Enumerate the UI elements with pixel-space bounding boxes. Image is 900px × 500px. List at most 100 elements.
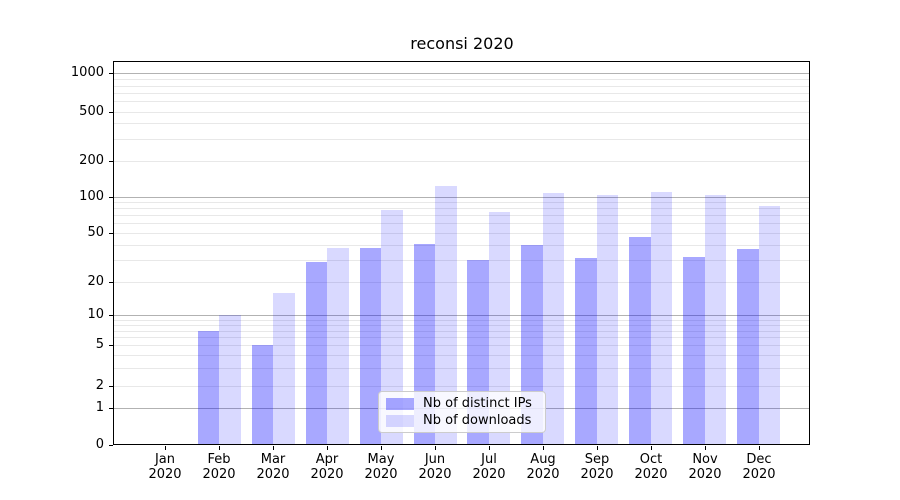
bar-downloads	[273, 292, 295, 445]
minor-gridline	[114, 368, 809, 369]
y-tick-mark	[109, 315, 113, 316]
x-tick-mark	[597, 446, 598, 450]
bar-distinct-ips	[575, 258, 597, 445]
major-gridline	[114, 197, 809, 198]
y-tick-label: 20	[87, 274, 104, 289]
x-tick-label: May 2020	[364, 452, 398, 482]
y-tick-mark	[109, 112, 113, 113]
minor-gridline	[114, 139, 809, 140]
y-tick-label: 200	[79, 153, 104, 168]
y-tick-mark	[109, 73, 113, 74]
legend-label-distinct-ips: Nb of distinct IPs	[423, 395, 532, 411]
minor-gridline	[114, 345, 809, 346]
bar-distinct-ips	[305, 261, 328, 445]
x-tick-label: Jun 2020	[418, 452, 452, 482]
bar-downloads	[219, 315, 241, 445]
y-tick-mark	[109, 197, 113, 198]
x-tick-mark	[165, 446, 166, 450]
chart-title: reconsi 2020	[410, 34, 514, 53]
minor-gridline	[114, 223, 809, 224]
minor-gridline	[114, 233, 809, 234]
y-tick-mark	[109, 345, 113, 346]
minor-gridline	[114, 79, 809, 80]
bar-downloads	[542, 192, 565, 445]
legend: Nb of distinct IPs Nb of downloads	[378, 391, 546, 433]
y-tick-mark	[109, 408, 113, 409]
minor-gridline	[114, 337, 809, 338]
minor-gridline	[114, 202, 809, 203]
x-tick-label: Nov 2020	[688, 452, 722, 482]
x-tick-label: Jan 2020	[148, 452, 182, 482]
legend-item-downloads: Nb of downloads	[386, 413, 537, 429]
y-tick-mark	[109, 282, 113, 283]
legend-swatch-distinct-ips	[386, 397, 414, 410]
x-tick-mark	[273, 446, 274, 450]
y-tick-label: 10	[87, 307, 104, 322]
x-tick-mark	[759, 446, 760, 450]
x-tick-mark	[219, 446, 220, 450]
minor-gridline	[114, 215, 809, 216]
minor-gridline	[114, 123, 809, 124]
bar-downloads	[704, 194, 727, 445]
x-tick-label: Oct 2020	[634, 452, 668, 482]
bar-distinct-ips	[197, 330, 220, 445]
y-tick-label: 1000	[70, 65, 104, 80]
minor-gridline	[114, 93, 809, 94]
y-tick-label: 1	[95, 400, 104, 415]
bar-downloads	[596, 194, 619, 445]
y-tick-mark	[109, 445, 113, 446]
x-tick-label: Mar 2020	[256, 452, 290, 482]
minor-gridline	[114, 101, 809, 102]
minor-gridline	[114, 86, 809, 87]
major-gridline	[114, 315, 809, 316]
minor-gridline	[114, 282, 809, 283]
minor-gridline	[114, 355, 809, 356]
x-tick-mark	[489, 446, 490, 450]
y-tick-label: 100	[79, 189, 104, 204]
x-tick-label: Feb 2020	[202, 452, 236, 482]
x-tick-label: Aug 2020	[526, 452, 560, 482]
x-tick-label: Dec 2020	[742, 452, 776, 482]
y-tick-label: 500	[79, 104, 104, 119]
y-tick-mark	[109, 233, 113, 234]
y-tick-label: 2	[95, 378, 104, 393]
x-tick-label: Apr 2020	[310, 452, 344, 482]
minor-gridline	[114, 325, 809, 326]
bar-distinct-ips	[359, 247, 382, 445]
x-tick-mark	[327, 446, 328, 450]
bar-distinct-ips	[251, 345, 274, 445]
x-tick-mark	[435, 446, 436, 450]
legend-label-downloads: Nb of downloads	[423, 412, 532, 428]
plot-area	[113, 61, 810, 445]
bar-distinct-ips	[737, 249, 759, 445]
bar-downloads	[488, 211, 511, 445]
minor-gridline	[114, 331, 809, 332]
x-tick-mark	[543, 446, 544, 450]
minor-gridline	[114, 260, 809, 261]
bar-distinct-ips	[683, 256, 705, 445]
bar-downloads	[381, 210, 403, 445]
bar-distinct-ips	[629, 237, 651, 445]
x-tick-mark	[705, 446, 706, 450]
minor-gridline	[114, 161, 809, 162]
y-tick-label: 0	[95, 437, 104, 452]
legend-item-distinct-ips: Nb of distinct IPs	[386, 396, 537, 412]
y-tick-label: 50	[87, 225, 104, 240]
legend-swatch-downloads	[386, 414, 414, 427]
x-tick-mark	[651, 446, 652, 450]
x-tick-label: Sep 2020	[580, 452, 614, 482]
minor-gridline	[114, 112, 809, 113]
y-tick-mark	[109, 386, 113, 387]
y-tick-mark	[109, 161, 113, 162]
bar-downloads	[650, 192, 673, 445]
y-tick-label: 5	[95, 337, 104, 352]
minor-gridline	[114, 208, 809, 209]
bar-downloads	[435, 186, 457, 445]
minor-gridline	[114, 245, 809, 246]
major-gridline	[114, 73, 809, 74]
bar-downloads	[327, 247, 349, 445]
x-tick-label: Jul 2020	[472, 452, 506, 482]
x-tick-mark	[381, 446, 382, 450]
minor-gridline	[114, 320, 809, 321]
bar-downloads	[758, 205, 781, 445]
